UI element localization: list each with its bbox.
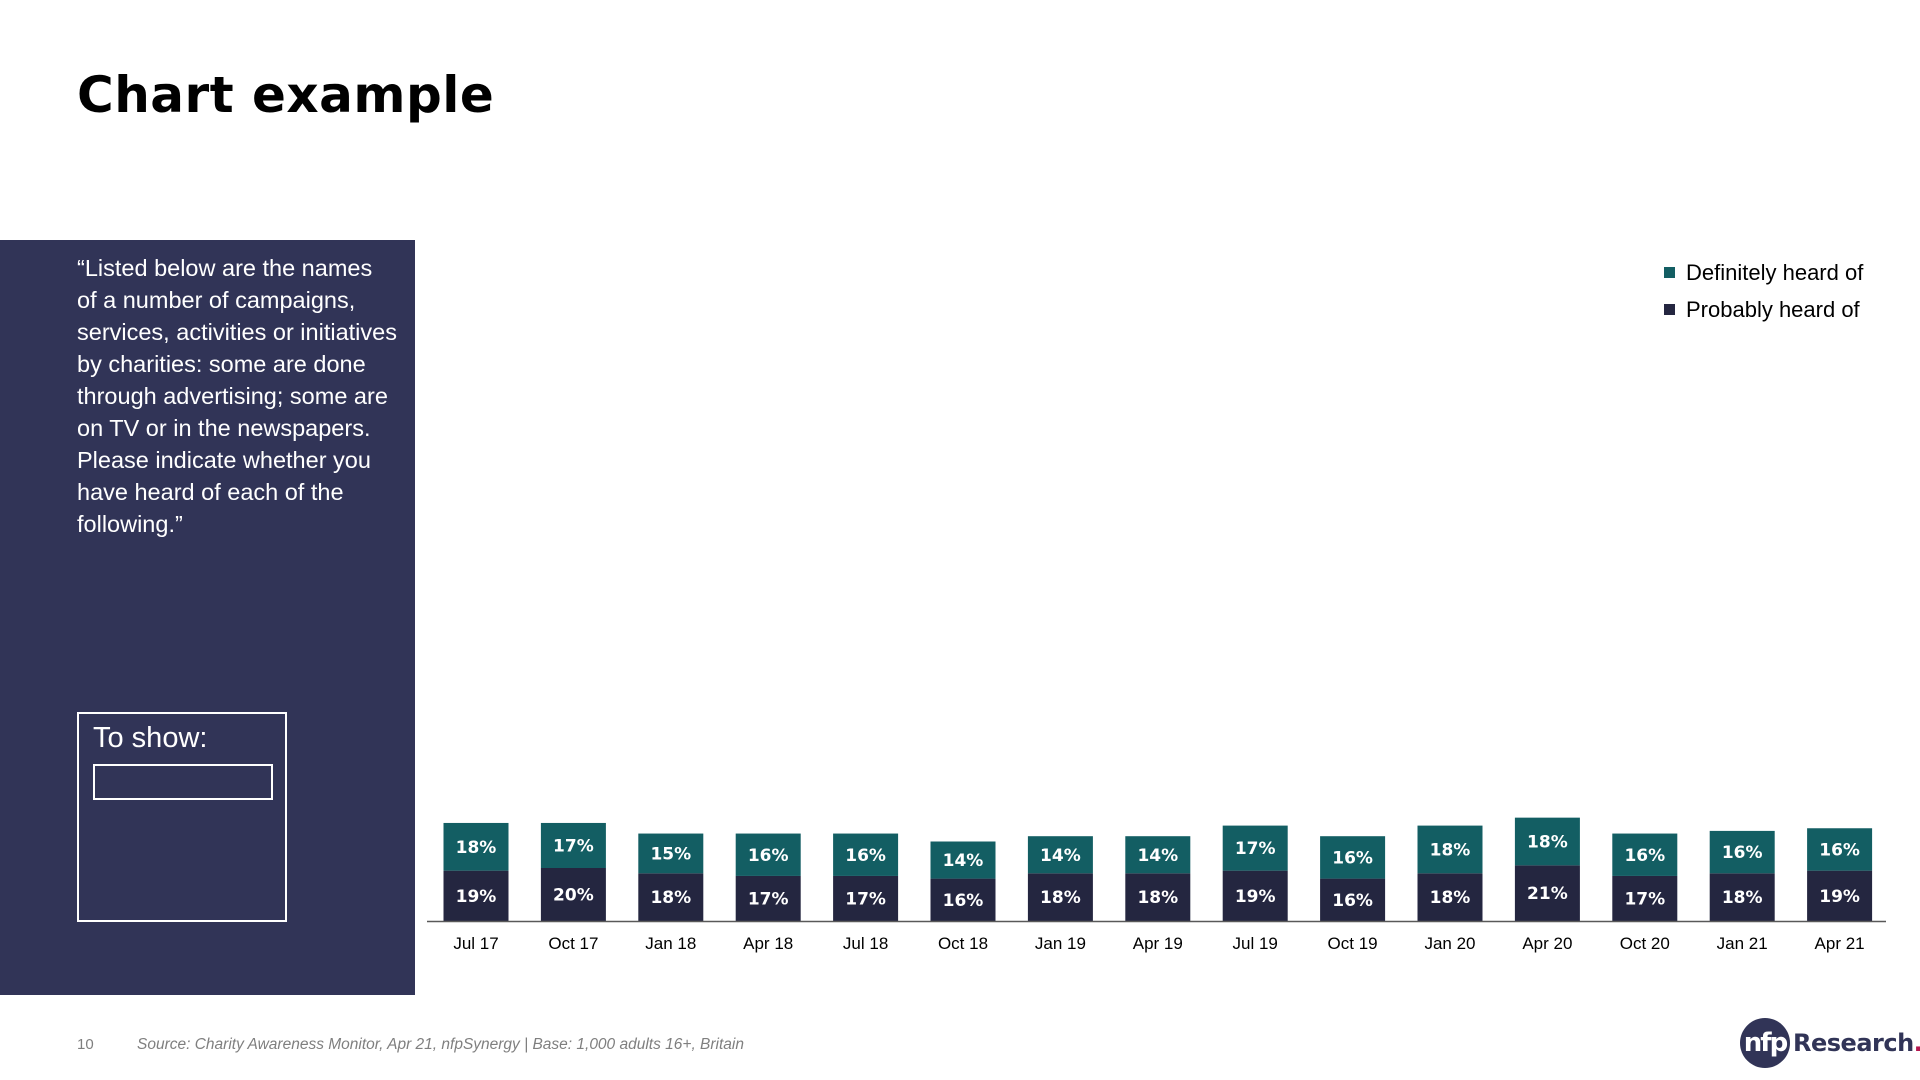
x-tick-label: Oct 20 [1620,934,1670,953]
data-label-probably: 20% [553,886,594,906]
bar-probably [1320,878,1386,921]
x-tick-label: Apr 20 [1522,934,1572,953]
bar-probably [443,870,509,921]
bar-probably [1027,873,1093,921]
bar-probably [1514,865,1580,921]
bar-probably [1709,873,1775,921]
legend-item-definitely: Definitely heard of [1664,254,1863,291]
bar-definitely [1709,830,1775,874]
source-note: Source: Charity Awareness Monitor, Apr 2… [137,1036,744,1053]
x-tick-label: Apr 19 [1133,934,1183,953]
bar-definitely [443,822,509,871]
data-label-probably: 18% [1137,888,1178,908]
bar-definitely [930,841,996,879]
data-label-definitely: 16% [748,846,789,866]
bar-definitely [1807,828,1873,871]
logo-word: Research [1793,1029,1914,1057]
bar-definitely [735,833,801,876]
bar-definitely [638,833,704,874]
bar-probably [930,878,996,921]
bar-probably [540,868,606,921]
legend-label-definitely: Definitely heard of [1686,259,1864,285]
legend-swatch-definitely [1664,267,1675,278]
x-tick-label: Jul 18 [843,934,888,953]
to-show-field[interactable] [93,764,273,800]
bar-probably [638,873,704,921]
bar-probably [1612,875,1678,921]
bar-definitely [1612,833,1678,876]
logo-mark: nfp [1740,1018,1790,1068]
data-label-definitely: 18% [456,838,497,858]
chart-legend: Definitely heard of Probably heard of [1664,254,1863,328]
nfp-research-logo: nfp Research. [1740,1018,1920,1068]
data-label-definitely: 16% [1624,846,1665,866]
data-label-definitely: 16% [1722,843,1763,863]
x-tick-label: Jul 17 [453,934,498,953]
bar-definitely [1222,825,1288,871]
legend-swatch-probably [1664,304,1675,315]
data-label-definitely: 18% [1527,833,1568,853]
data-label-definitely: 14% [1137,846,1178,866]
logo-dot: . [1914,1029,1920,1057]
legend-label-probably: Probably heard of [1686,296,1860,322]
page-title: Chart example [77,66,495,124]
data-label-definitely: 18% [1430,840,1471,860]
question-panel [0,240,415,995]
x-tick-label: Apr 21 [1815,934,1865,953]
to-show-box: To show: [77,712,287,922]
bar-definitely [1125,836,1191,874]
data-label-definitely: 16% [1332,848,1373,868]
data-label-probably: 18% [1722,888,1763,908]
data-label-definitely: 14% [943,851,984,871]
data-label-definitely: 16% [1819,840,1860,860]
bar-probably [1417,873,1483,921]
x-tick-label: Jan 20 [1424,934,1475,953]
data-label-probably: 16% [943,891,984,911]
bar-definitely [540,822,606,868]
data-label-probably: 17% [845,889,886,909]
x-tick-label: Oct 18 [938,934,988,953]
to-show-label: To show: [93,722,208,754]
data-label-probably: 19% [1235,887,1276,907]
bar-probably [1807,870,1873,921]
x-tick-label: Jan 21 [1717,934,1768,953]
bar-definitely [1027,836,1093,874]
data-label-probably: 18% [650,888,691,908]
bar-definitely [1417,825,1483,874]
data-label-probably: 16% [1332,891,1373,911]
legend-item-probably: Probably heard of [1664,291,1863,328]
stacked-bar-chart: 19% 18% Jul 17 20% 17% Oct 17 18% 15% Jan 18 17% 1… [427,817,1886,953]
bar-definitely [833,833,899,876]
data-label-probably: 19% [1819,887,1860,907]
x-tick-label: Jan 18 [645,934,696,953]
bar-definitely [1320,836,1386,879]
x-tick-label: Apr 18 [743,934,793,953]
logo-text: Research. [1793,1029,1920,1057]
data-label-definitely: 15% [650,844,691,864]
x-tick-label: Oct 17 [548,934,598,953]
question-text: “Listed below are the names of a number … [77,255,397,537]
data-label-definitely: 17% [553,836,594,856]
data-label-probably: 17% [748,889,789,909]
bar-probably [1222,870,1288,921]
data-label-probably: 18% [1430,888,1471,908]
x-tick-label: Jan 19 [1035,934,1086,953]
bar-probably [735,875,801,921]
data-label-definitely: 14% [1040,846,1081,866]
page-number: 10 [77,1036,94,1053]
x-tick-label: Oct 19 [1328,934,1378,953]
data-label-definitely: 17% [1235,839,1276,859]
data-label-probably: 21% [1527,884,1568,904]
bar-probably [833,875,899,921]
bar-probably [1125,873,1191,921]
bar-definitely [1514,817,1580,866]
x-tick-label: Jul 19 [1233,934,1278,953]
data-label-probably: 18% [1040,888,1081,908]
data-label-definitely: 16% [845,846,886,866]
data-label-probably: 19% [456,887,497,907]
data-label-probably: 17% [1624,889,1665,909]
